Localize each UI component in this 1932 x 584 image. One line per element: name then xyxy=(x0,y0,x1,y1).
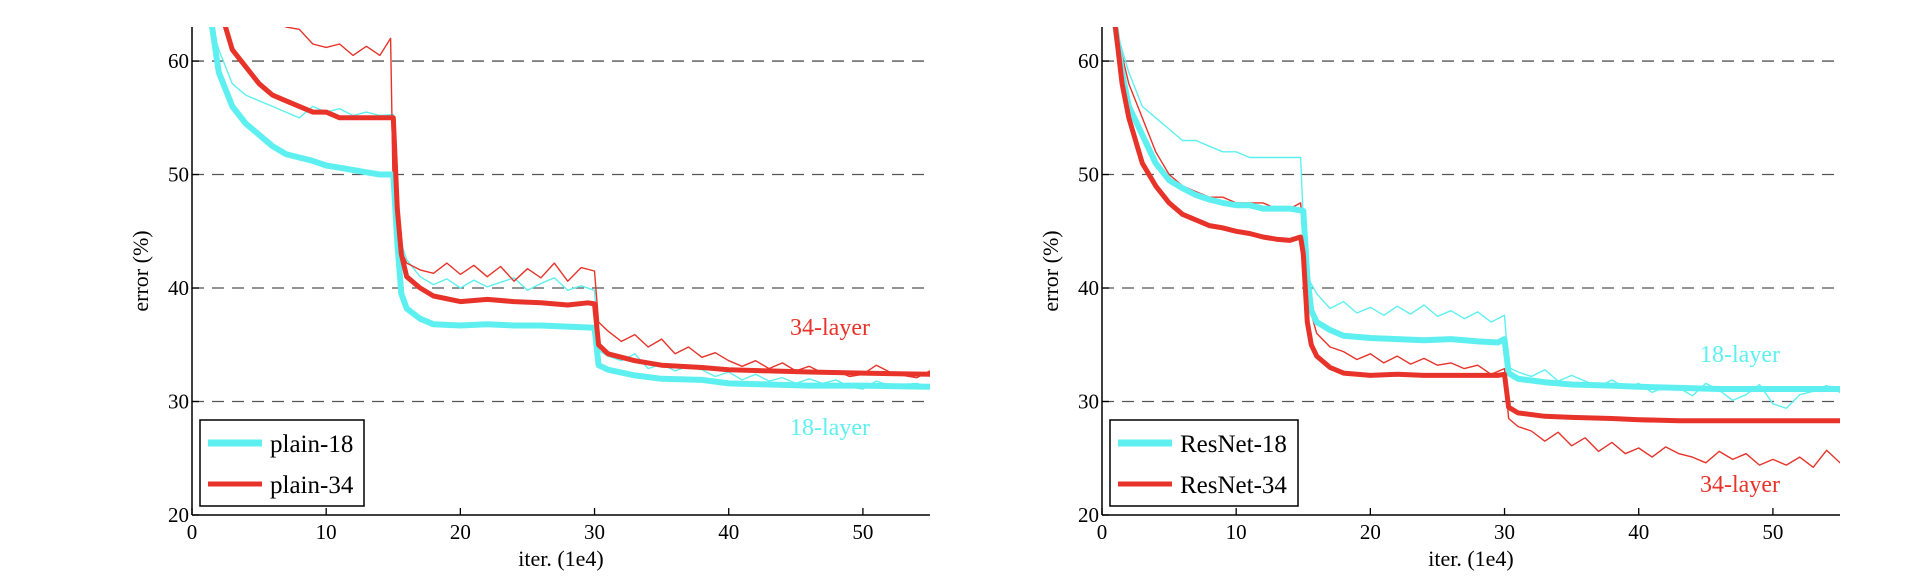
annotation-34-layer: 34-layer xyxy=(1700,472,1780,498)
legend-label: plain-34 xyxy=(270,472,354,499)
x-tick-label: 40 xyxy=(718,520,739,544)
x-tick-label: 10 xyxy=(1226,520,1247,544)
annotation-34-layer: 34-layer xyxy=(790,315,870,341)
x-tick-label: 0 xyxy=(187,520,198,544)
annotation-18-layer: 18-layer xyxy=(1700,342,1780,368)
y-tick-labels: 20 30 40 50 60 xyxy=(168,49,189,527)
y-tick-label: 20 xyxy=(1078,503,1099,527)
x-tick-label: 30 xyxy=(584,520,605,544)
legend-box xyxy=(199,419,365,507)
y-tick-label: 60 xyxy=(168,49,189,73)
y-tick-label: 50 xyxy=(1078,163,1099,187)
legend-box xyxy=(1109,419,1299,507)
x-tick-label: 20 xyxy=(450,520,471,544)
y-tick-label: 50 xyxy=(168,163,189,187)
x-tick-label: 10 xyxy=(316,520,337,544)
y-tick-label: 60 xyxy=(1078,49,1099,73)
thick-series xyxy=(1112,27,1840,424)
legend-label: ResNet-34 xyxy=(1180,472,1287,499)
legend-label: plain-18 xyxy=(270,431,353,458)
legend: ResNet-18 ResNet-34 xyxy=(1109,419,1299,507)
chart-resnet: 0 10 20 30 40 50 20 30 40 50 60 iter. (1… xyxy=(1038,27,1840,571)
x-tick-labels: 0 10 20 30 40 50 xyxy=(187,520,874,544)
x-axis-title: iter. (1e4) xyxy=(518,546,604,571)
y-tick-label: 30 xyxy=(168,390,189,414)
x-tick-label: 50 xyxy=(852,520,873,544)
y-tick-labels: 20 30 40 50 60 xyxy=(1078,49,1099,527)
x-tick-labels: 0 10 20 30 40 50 xyxy=(1097,520,1784,544)
legend-label: ResNet-18 xyxy=(1180,431,1287,458)
series-line xyxy=(1112,27,1840,392)
x-tick-label: 50 xyxy=(1762,520,1783,544)
grid-lines xyxy=(1102,60,1840,403)
y-tick-label: 20 xyxy=(168,503,189,527)
y-tick-label: 30 xyxy=(1078,390,1099,414)
series-line xyxy=(209,27,930,390)
chart-plain: 0 10 20 30 40 50 20 30 40 50 60 iter. (1… xyxy=(128,27,930,571)
legend: plain-18 plain-34 xyxy=(199,419,365,507)
y-axis-title: error (%) xyxy=(1038,230,1063,311)
x-tick-label: 20 xyxy=(1360,520,1381,544)
series-line xyxy=(223,27,930,377)
grid-lines xyxy=(192,60,930,403)
axes xyxy=(191,27,930,516)
series-line xyxy=(1112,27,1840,424)
thick-series xyxy=(209,27,930,390)
y-axis-title: error (%) xyxy=(128,230,153,311)
axes xyxy=(1101,27,1840,516)
y-tick-label: 40 xyxy=(1078,276,1099,300)
x-tick-label: 0 xyxy=(1097,520,1108,544)
y-tick-label: 40 xyxy=(168,276,189,300)
annotation-18-layer: 18-layer xyxy=(790,415,870,441)
series-line xyxy=(211,27,930,390)
x-axis-title: iter. (1e4) xyxy=(1428,546,1514,571)
x-tick-label: 40 xyxy=(1628,520,1649,544)
x-tick-label: 30 xyxy=(1494,520,1515,544)
